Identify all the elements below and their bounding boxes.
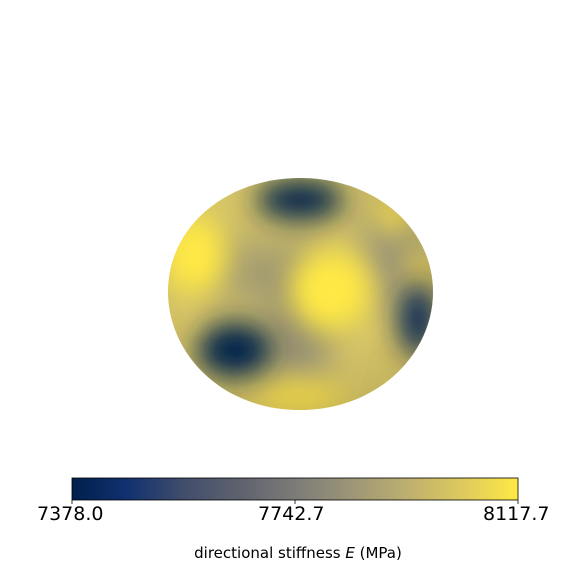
colorbar-mid-label: 7742.7 <box>258 503 325 525</box>
colorbar-min-label: 7378.0 <box>37 503 104 525</box>
colorbar-label-prefix: directional stiffness <box>194 544 346 562</box>
colorbar-gradient <box>71 477 519 501</box>
colorbar <box>71 477 519 504</box>
colorbar-label-unit: (MPa) <box>354 544 402 562</box>
colorbar-max-label: 8117.7 <box>483 503 550 525</box>
colorbar-label: directional stiffness E (MPa) <box>0 544 576 562</box>
colorbar-label-variable: E <box>345 544 355 562</box>
stiffness-sphere <box>168 178 433 410</box>
